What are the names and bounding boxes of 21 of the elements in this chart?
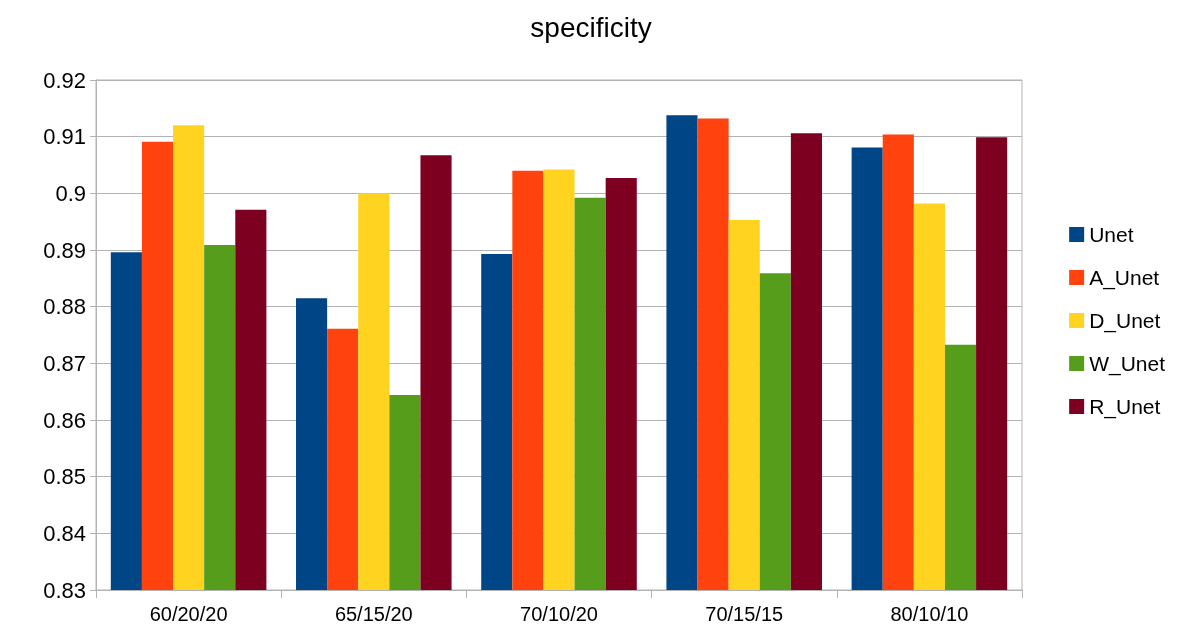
y-tick-label: 0.84 xyxy=(43,520,86,546)
y-tick-label: 0.91 xyxy=(43,124,86,150)
x-tick-label: 65/15/20 xyxy=(334,603,413,625)
y-tick-label: 0.89 xyxy=(43,237,86,263)
y-tick-label: 0.88 xyxy=(43,294,86,320)
legend-label: Unet xyxy=(1089,223,1134,246)
x-tick-label: 80/10/10 xyxy=(890,603,969,625)
y-tick-label: 0.83 xyxy=(43,577,86,603)
x-tick-label: 70/15/15 xyxy=(705,603,784,625)
y-tick-label: 0.85 xyxy=(43,464,86,490)
y-tick-label: 0.87 xyxy=(43,350,86,376)
x-tick-label: 70/10/20 xyxy=(520,603,598,625)
y-tick-label: 0.9 xyxy=(55,180,86,206)
legend-label: R_Unet xyxy=(1089,395,1161,419)
y-tick-label: 0.92 xyxy=(43,67,86,93)
chart-title: specificity xyxy=(530,11,652,43)
legend-label: W_Unet xyxy=(1089,352,1166,376)
x-tick-label: 60/20/20 xyxy=(149,603,228,625)
legend-label: D_Unet xyxy=(1089,309,1161,333)
y-tick-label: 0.86 xyxy=(43,407,86,433)
legend-label: A_Unet xyxy=(1089,266,1160,290)
